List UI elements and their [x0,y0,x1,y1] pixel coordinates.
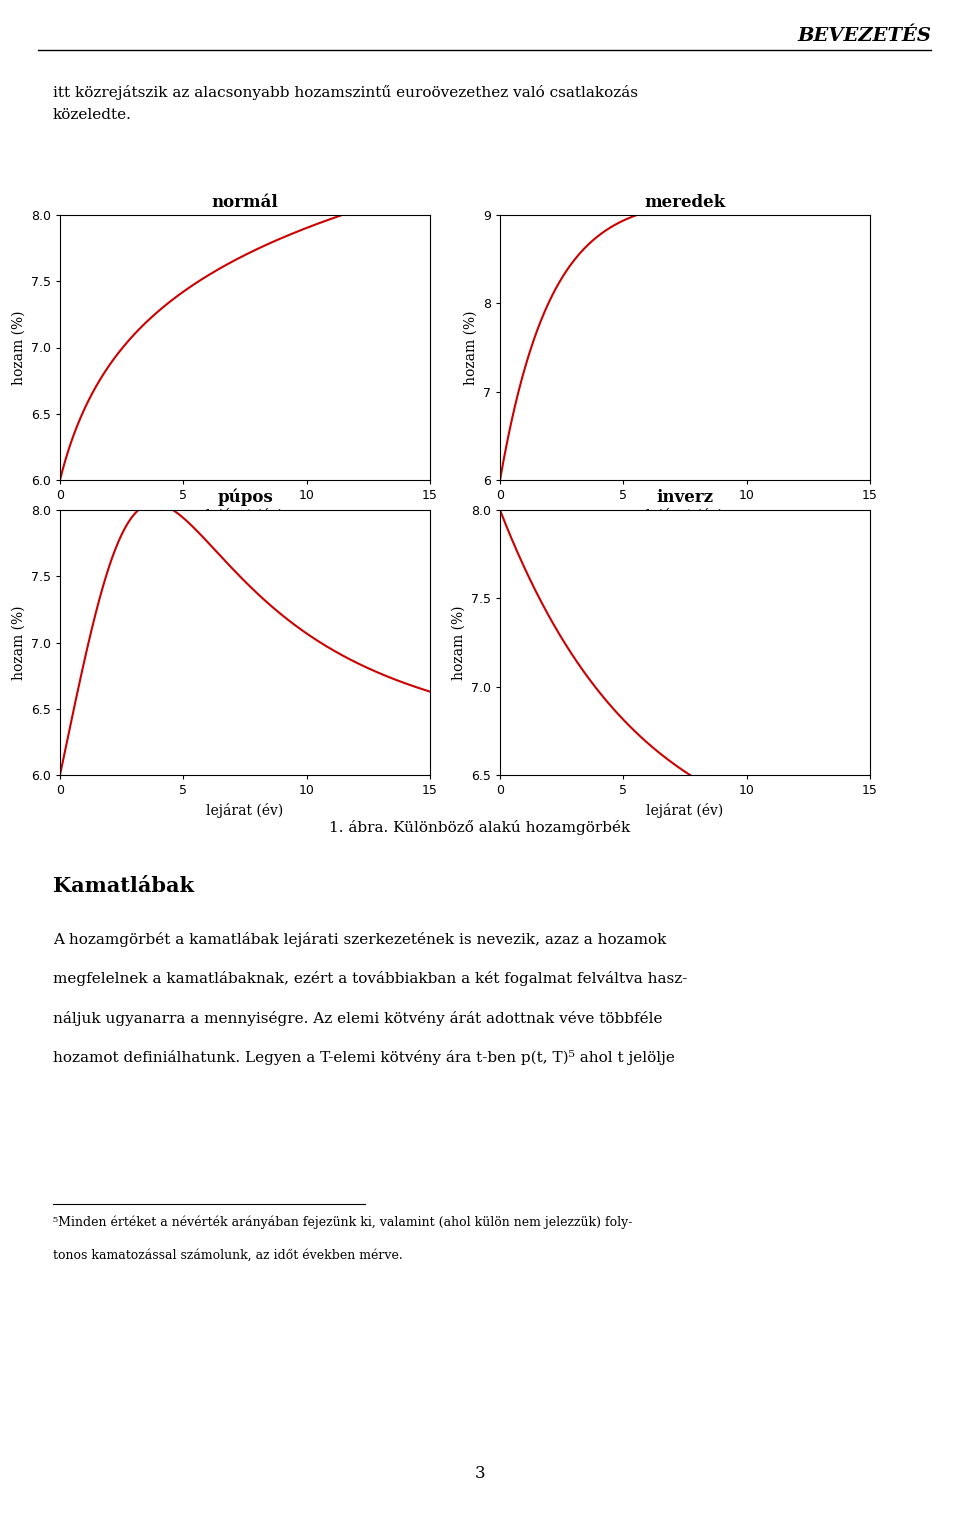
Text: megfelelnek a kamatlábaknak, ezért a továbbiakban a két fogalmat felváltva hasz-: megfelelnek a kamatlábaknak, ezért a tov… [53,971,687,986]
Y-axis label: hozam (%): hozam (%) [464,311,477,385]
Text: hozamot definiálhatunk. Legyen a ​T-elemi kötvény ára ​t-ben p(​t, T)⁵ ahol ​t j: hozamot definiálhatunk. Legyen a ​T-elem… [53,1050,675,1065]
Title: normál: normál [211,194,278,211]
X-axis label: lejárat (év): lejárat (év) [646,803,724,818]
Text: 3: 3 [474,1465,486,1482]
Text: 1. ábra. Különböző alakú hozamgörbék: 1. ábra. Különböző alakú hozamgörbék [329,820,631,835]
Y-axis label: hozam (%): hozam (%) [12,606,25,680]
Text: A hozamgörbét a kamatlábak lejárati szerkezetének is nevezik, azaz a hozamok: A hozamgörbét a kamatlábak lejárati szer… [53,932,666,947]
X-axis label: lejárat (év): lejárat (év) [206,508,283,523]
X-axis label: lejárat (év): lejárat (év) [646,508,724,523]
Text: itt közrejátszik az alacsonyabb hozamszintű euroövezethez való csatlakozás: itt közrejátszik az alacsonyabb hozamszi… [53,85,637,100]
Text: BEVEZETÉS: BEVEZETÉS [797,27,931,45]
Y-axis label: hozam (%): hozam (%) [451,606,466,680]
Text: Kamatlábak: Kamatlábak [53,876,194,895]
X-axis label: lejárat (év): lejárat (év) [206,803,283,818]
Title: púpos: púpos [217,488,273,506]
Text: közeledte.: közeledte. [53,108,132,121]
Text: tonos kamatozással számolunk, az időt években mérve.: tonos kamatozással számolunk, az időt év… [53,1248,402,1262]
Y-axis label: hozam (%): hozam (%) [12,311,25,385]
Title: meredek: meredek [644,194,726,211]
Text: náljuk ugyanarra a mennyiségre. Az elemi kötvény árát adottnak véve többféle: náljuk ugyanarra a mennyiségre. Az elemi… [53,1011,662,1026]
Text: ⁵Minden értéket a névérték arányában fejezünk ki, valamint (ahol külön nem jelez: ⁵Minden értéket a névérték arányában fej… [53,1215,633,1229]
Title: inverz: inverz [657,489,713,506]
